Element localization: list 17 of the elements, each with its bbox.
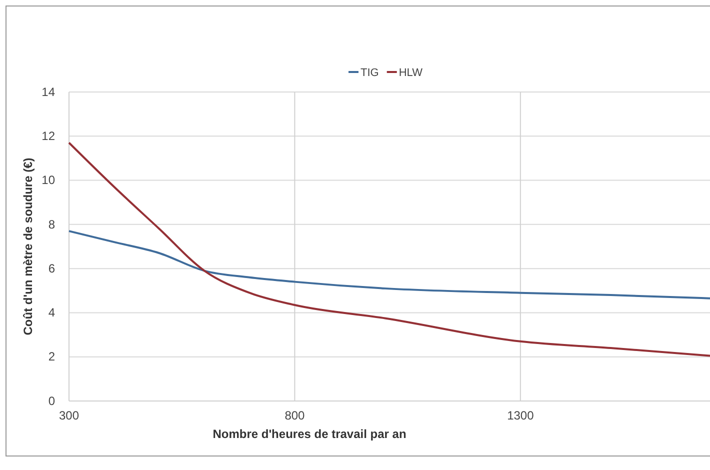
y-tick-label: 12 — [42, 128, 56, 143]
y-tick-label: 10 — [42, 173, 56, 188]
y-tick-label: 2 — [48, 350, 56, 364]
y-axis-title: Coût d'un mètre de soudure (€) — [21, 158, 35, 336]
y-tick-label: 8 — [48, 217, 56, 232]
x-axis-title: Nombre d'heures de travail par an — [212, 427, 406, 441]
x-tick-label: 800 — [284, 408, 306, 423]
y-tick-label: 4 — [48, 306, 56, 320]
x-tick-label: 1300 — [507, 408, 534, 423]
legend-label: HLW — [398, 67, 424, 79]
line-series — [68, 230, 710, 300]
y-tick-label: 0 — [48, 394, 56, 408]
y-tick-label: 14 — [42, 84, 56, 99]
line-series — [68, 142, 710, 357]
legend-label: TIG — [360, 67, 379, 79]
x-tick-label: 300 — [58, 408, 80, 423]
y-tick-label: 6 — [48, 261, 56, 276]
